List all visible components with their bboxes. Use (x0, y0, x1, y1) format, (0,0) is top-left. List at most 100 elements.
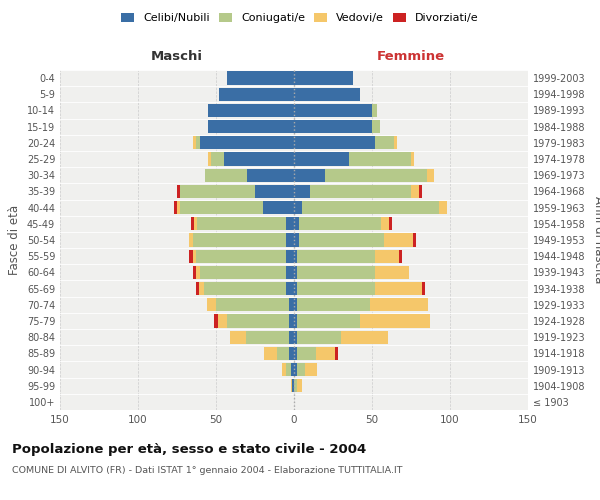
Bar (224, 152, 294, 166)
Bar (310, 185, 411, 198)
Bar (297, 314, 359, 328)
Bar (341, 330, 388, 344)
Bar (289, 298, 294, 312)
Bar (218, 314, 227, 328)
Text: Popolazione per età, sesso e stato civile - 2004: Popolazione per età, sesso e stato civil… (12, 442, 366, 456)
Bar (292, 379, 294, 392)
Bar (375, 250, 398, 263)
Bar (286, 266, 294, 279)
Bar (193, 250, 196, 263)
Bar (190, 234, 193, 246)
Bar (372, 104, 377, 117)
Bar (247, 168, 294, 182)
Bar (281, 363, 286, 376)
Bar (294, 152, 349, 166)
Bar (422, 282, 425, 295)
Bar (375, 282, 422, 295)
Bar (294, 185, 310, 198)
Bar (200, 266, 286, 279)
Bar (411, 185, 419, 198)
Bar (193, 266, 196, 279)
Bar (216, 298, 289, 312)
Bar (286, 250, 294, 263)
Bar (230, 330, 245, 344)
Bar (265, 346, 277, 360)
Bar (385, 234, 413, 246)
Bar (297, 282, 375, 295)
Bar (389, 217, 392, 230)
Bar (297, 330, 341, 344)
Y-axis label: Anni di nascita: Anni di nascita (592, 196, 600, 284)
Bar (177, 201, 180, 214)
Bar (299, 217, 382, 230)
Bar (302, 201, 439, 214)
Bar (294, 282, 297, 295)
Legend: Celibi/Nubili, Coniugati/e, Vedovi/e, Divorziati/e: Celibi/Nubili, Coniugati/e, Vedovi/e, Di… (117, 8, 483, 28)
Bar (375, 266, 409, 279)
Bar (190, 250, 193, 263)
Bar (193, 136, 196, 149)
Bar (289, 346, 294, 360)
Bar (349, 152, 411, 166)
Bar (294, 136, 375, 149)
Bar (208, 104, 294, 117)
Bar (439, 201, 447, 214)
Bar (294, 314, 297, 328)
Bar (294, 168, 325, 182)
Bar (335, 346, 338, 360)
Bar (199, 282, 203, 295)
Bar (180, 201, 263, 214)
Bar (277, 346, 289, 360)
Bar (372, 120, 380, 134)
Bar (286, 234, 294, 246)
Bar (299, 234, 385, 246)
Bar (297, 379, 302, 392)
Bar (394, 136, 397, 149)
Bar (297, 266, 375, 279)
Bar (294, 250, 297, 263)
Bar (286, 363, 291, 376)
Bar (294, 104, 372, 117)
Bar (294, 363, 297, 376)
Bar (206, 298, 216, 312)
Bar (219, 88, 294, 101)
Bar (196, 250, 286, 263)
Bar (419, 185, 422, 198)
Bar (289, 330, 294, 344)
Bar (197, 217, 286, 230)
Bar (294, 120, 372, 134)
Bar (205, 168, 247, 182)
Bar (286, 282, 294, 295)
Bar (245, 330, 289, 344)
Bar (255, 185, 294, 198)
Bar (297, 250, 375, 263)
Bar (191, 217, 194, 230)
Bar (177, 185, 180, 198)
Bar (375, 136, 394, 149)
Bar (294, 88, 359, 101)
Bar (180, 185, 255, 198)
Bar (196, 282, 199, 295)
Bar (427, 168, 434, 182)
Bar (294, 298, 297, 312)
Bar (294, 72, 353, 85)
Bar (413, 234, 416, 246)
Bar (174, 201, 177, 214)
Bar (200, 136, 294, 149)
Bar (291, 363, 294, 376)
Bar (359, 314, 430, 328)
Bar (411, 152, 414, 166)
Bar (297, 363, 305, 376)
Bar (294, 346, 297, 360)
Bar (305, 363, 317, 376)
Bar (382, 217, 389, 230)
Y-axis label: Fasce di età: Fasce di età (8, 205, 21, 275)
Bar (294, 201, 302, 214)
Bar (398, 250, 401, 263)
Bar (289, 314, 294, 328)
Bar (208, 120, 294, 134)
Bar (294, 379, 297, 392)
Bar (208, 152, 211, 166)
Bar (297, 346, 316, 360)
Bar (196, 266, 200, 279)
